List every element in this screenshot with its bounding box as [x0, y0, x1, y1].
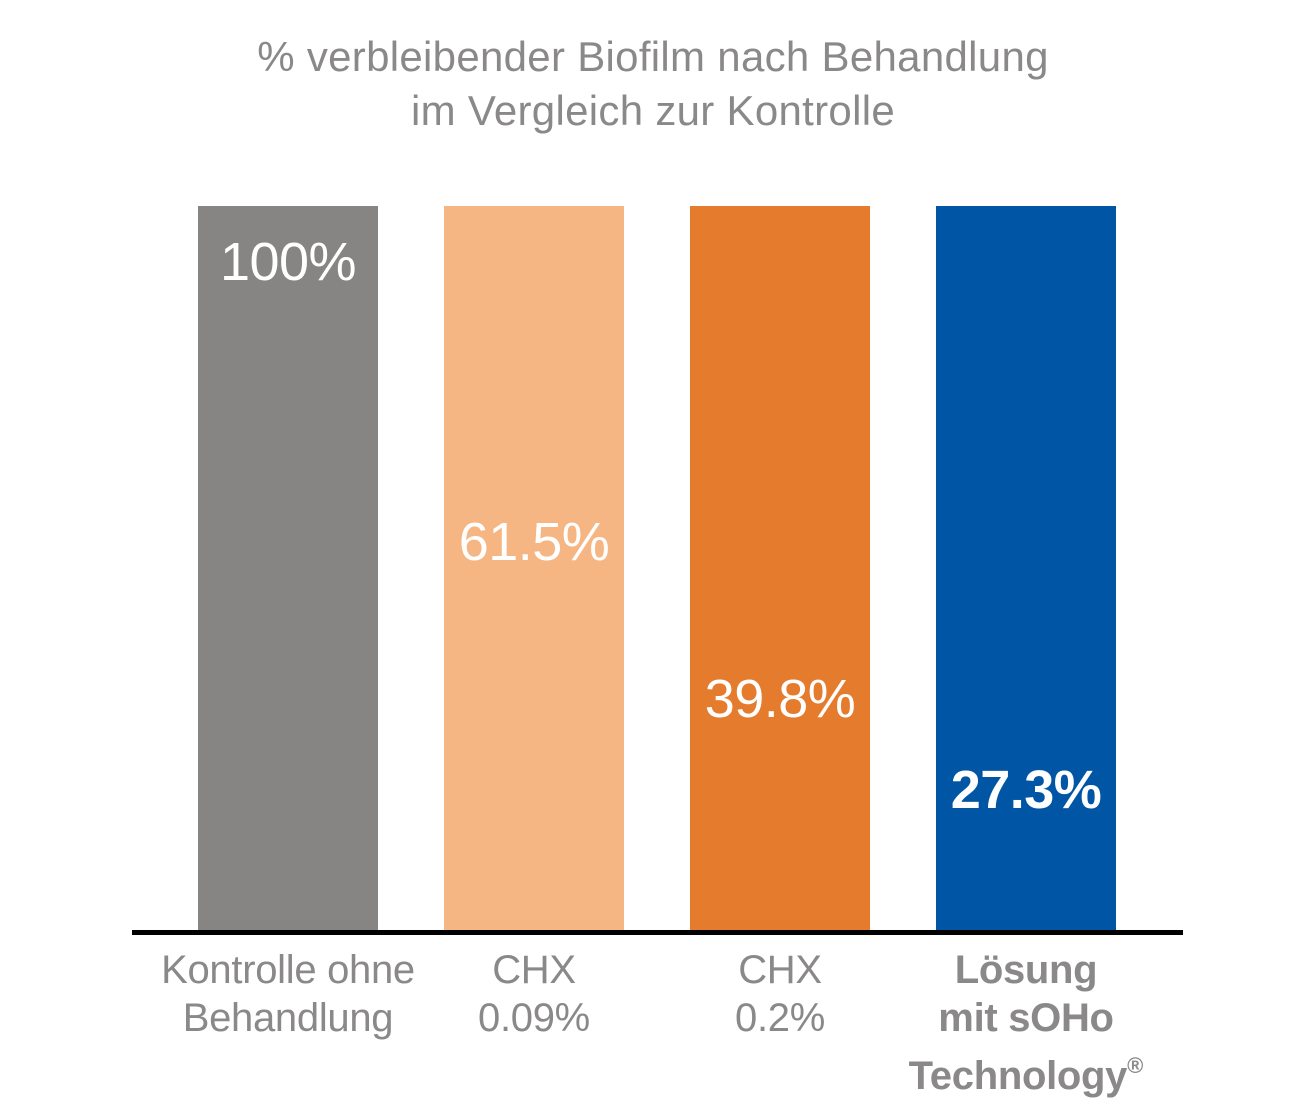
- bar-kontrolle: 100%: [198, 206, 378, 932]
- chart-title-line-1: % verbleibender Biofilm nach Behandlung: [257, 33, 1049, 80]
- category-label-chx-02-line-1: CHX: [738, 948, 822, 992]
- bar-chx-009: 61.5%: [444, 206, 624, 932]
- category-label-kontrolle-line-1: Kontrolle ohne: [161, 948, 415, 992]
- category-label-soho-line-3-text: Technology: [908, 1054, 1128, 1098]
- bar-value-label-chx-02: 39.8%: [704, 669, 856, 729]
- category-label-chx-009: CHX 0.09%: [354, 946, 714, 1042]
- plot-area: 100% 61.5% 39.8% 27.3%: [132, 206, 1183, 932]
- category-label-soho-line-1: Lösung: [954, 948, 1098, 992]
- x-axis-line: [132, 930, 1183, 935]
- bar-value-label-kontrolle: 100%: [219, 232, 357, 292]
- bar-value-label-chx-009: 61.5%: [458, 512, 610, 572]
- category-label-kontrolle-line-2: Behandlung: [182, 996, 394, 1040]
- category-label-kontrolle: Kontrolle ohne Behandlung: [108, 946, 468, 1042]
- category-label-chx-02-line-2: 0.2%: [735, 996, 825, 1040]
- bar-chx-02: 39.8%: [690, 206, 870, 932]
- bar-soho: 27.3%: [936, 206, 1116, 932]
- bar-value-label-soho: 27.3%: [950, 760, 1102, 820]
- category-label-chx-009-line-1: CHX: [492, 948, 576, 992]
- category-label-chx-009-line-2: 0.09%: [478, 996, 590, 1040]
- registered-trademark-mark: ®: [1127, 1053, 1144, 1078]
- chart-title-line-2: im Vergleich zur Kontrolle: [410, 87, 895, 134]
- category-label-soho-line-2: mit sOHo: [938, 996, 1114, 1040]
- category-label-soho: Lösung mit sOHo Technology®: [846, 946, 1206, 1100]
- category-label-chx-02: CHX 0.2%: [600, 946, 960, 1042]
- category-label-soho-line-3: Technology®: [846, 1042, 1206, 1100]
- chart-title: % verbleibender Biofilm nach Behandlung …: [0, 30, 1306, 138]
